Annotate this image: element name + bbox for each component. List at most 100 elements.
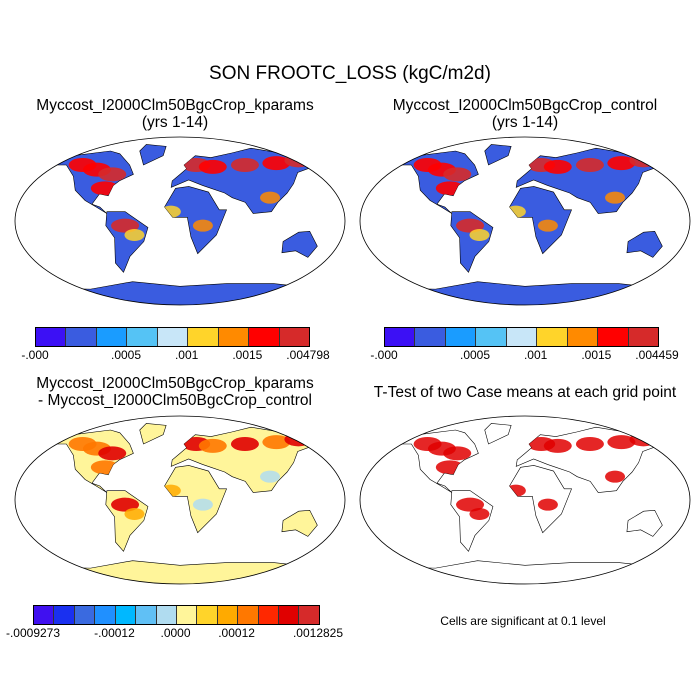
field-patch (68, 437, 97, 451)
colorbar-swatch (74, 606, 96, 624)
field-patch (262, 156, 291, 171)
field-patch (505, 484, 526, 497)
field-patch (192, 498, 213, 511)
field-patch (260, 191, 281, 204)
field-patch (435, 460, 464, 475)
colorbar-2 (384, 327, 659, 347)
colorbar-swatch (249, 328, 280, 346)
colorbar-swatch (157, 328, 189, 346)
land-africa (509, 186, 573, 255)
land-antarctica (44, 560, 316, 584)
colorbar-label: .0005 (459, 348, 491, 362)
land-africa (164, 465, 228, 534)
colorbar-swatch (628, 328, 658, 346)
field-patch (270, 494, 291, 506)
colorbar-label: .0015 (232, 348, 263, 362)
field-patch (230, 158, 259, 172)
land-australia (281, 509, 318, 537)
land-antarctica (389, 281, 661, 305)
map-panel-3 (14, 415, 346, 585)
colorbar-swatch (385, 328, 416, 346)
field-patch (607, 435, 636, 450)
panel1-title: Myccost_I2000Clm50BgcCrop_kparams (yrs 1… (0, 97, 350, 131)
land-greenland (139, 144, 167, 166)
colorbar-swatch (188, 328, 219, 346)
colorbar-label: -.000 (21, 348, 49, 362)
field-patch (537, 498, 558, 511)
colorbar-swatch (127, 328, 158, 346)
land-north-america (45, 429, 134, 493)
colorbar-label: .004459 (635, 348, 679, 362)
field-patch (90, 460, 119, 475)
colorbar-swatch (567, 328, 599, 346)
field-patch (543, 438, 572, 453)
colorbar-swatch (96, 328, 128, 346)
colorbar-label: .0000 (160, 626, 191, 640)
colorbar-label: .001 (523, 348, 548, 362)
panel3-title-line2: - Myccost_I2000Clm50BgcCrop_control (38, 392, 312, 409)
land-africa (509, 465, 573, 534)
colorbar-swatch (95, 606, 116, 624)
field-patch (160, 484, 181, 497)
colorbar-label: .004798 (286, 348, 330, 362)
field-patch (505, 205, 526, 218)
colorbar-label: -.0009273 (5, 626, 61, 640)
colorbar-swatch (115, 606, 137, 624)
colorbar-swatch (445, 328, 477, 346)
colorbar-label: .0012825 (292, 626, 344, 640)
field-patch (413, 437, 442, 451)
field-patch (615, 215, 636, 227)
land-greenland (139, 423, 167, 445)
colorbar-swatch (34, 606, 55, 624)
land-antarctica (389, 560, 661, 584)
colorbar-swatch (156, 606, 177, 624)
field-patch (575, 437, 604, 451)
field-patch (98, 167, 127, 182)
field-patch (111, 497, 140, 512)
figure-title: SON FROOTC_LOSS (kgC/m2d) (209, 63, 491, 84)
colorbar-swatch (598, 328, 629, 346)
colorbar-swatch (217, 606, 239, 624)
field-patch (615, 494, 636, 506)
colorbar-label: -.000 (370, 348, 398, 362)
map-panel-2 (359, 136, 691, 306)
field-patches (68, 153, 313, 241)
colorbar-1 (35, 327, 310, 347)
field-patch (284, 153, 313, 168)
colorbar-label: .001 (174, 348, 199, 362)
field-patch (260, 470, 281, 483)
colorbar-swatch (476, 328, 507, 346)
colorbar-swatch (197, 606, 218, 624)
colorbar-swatch (415, 328, 446, 346)
field-patch (456, 218, 485, 233)
field-patch (629, 153, 658, 168)
colorbar-label: -.00012 (94, 626, 135, 640)
land-north-america (45, 150, 134, 214)
map-border (359, 136, 691, 306)
panel4-title: T-Test of two Case means at each grid po… (373, 384, 677, 401)
colorbar-label: .00012 (218, 626, 255, 640)
field-patch (443, 167, 472, 182)
panel3-title: Myccost_I2000Clm50BgcCrop_kparams - Mycc… (0, 375, 350, 409)
colorbar-swatch (258, 606, 280, 624)
field-patch (605, 470, 626, 483)
field-patch (198, 159, 227, 174)
land-australia (626, 509, 663, 537)
panel3-title-line1: Myccost_I2000Clm50BgcCrop_kparams (36, 375, 314, 392)
field-patch (607, 156, 636, 171)
field-patch (192, 219, 213, 232)
field-patch (262, 435, 291, 450)
map-border (14, 415, 346, 585)
colorbar-swatch (36, 328, 67, 346)
colorbar-swatch (506, 328, 538, 346)
map-panel-4 (359, 415, 691, 585)
land-greenland (484, 144, 512, 166)
colorbar-label: .0005 (110, 348, 142, 362)
field-patch (68, 158, 97, 172)
colorbar-swatch (176, 606, 198, 624)
field-patch (469, 229, 490, 241)
field-patch (443, 446, 472, 461)
field-patch (90, 181, 119, 196)
field-patch (124, 229, 145, 241)
land-australia (281, 230, 318, 258)
